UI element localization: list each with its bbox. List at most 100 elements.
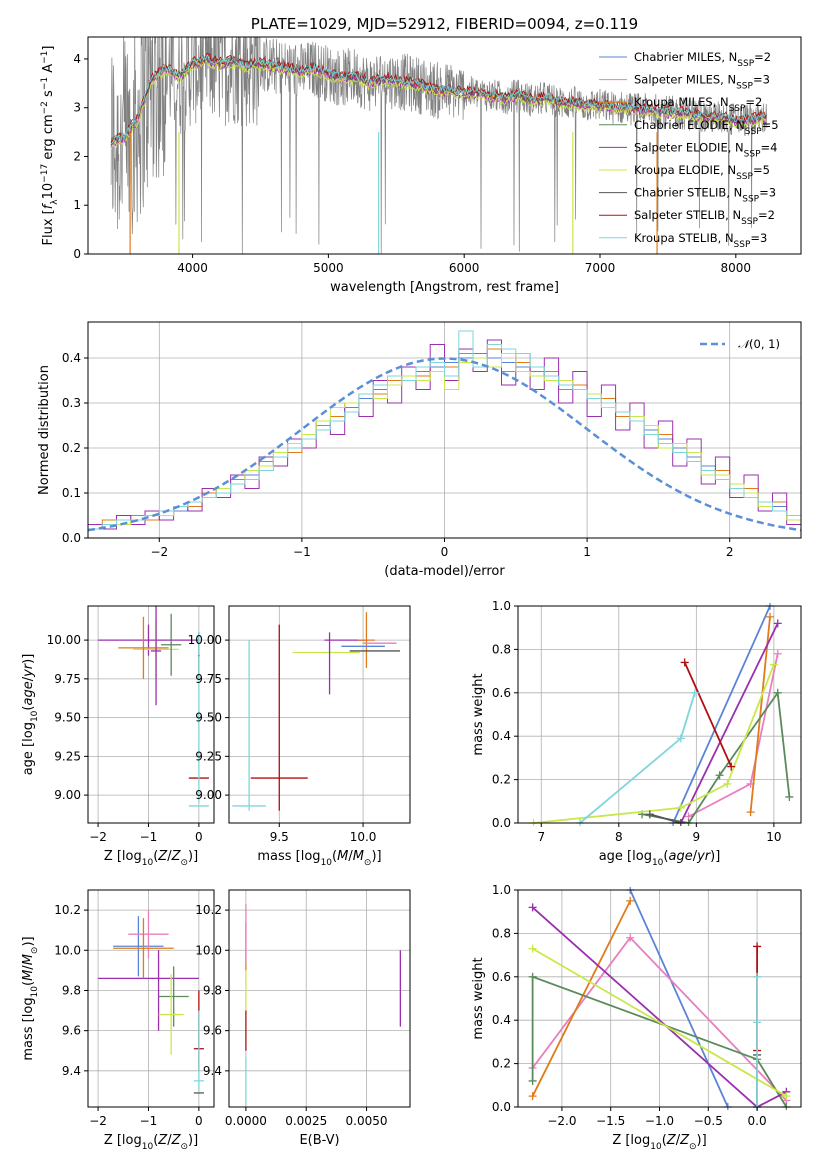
plus-marker	[723, 779, 732, 788]
plus-marker	[773, 619, 782, 628]
x-tick-label: 5000	[313, 261, 344, 275]
mass-weight-line	[532, 947, 787, 1097]
y-tick-label: 9.00	[54, 788, 81, 802]
plus-marker	[676, 803, 685, 812]
y-tick-label: 9.4	[203, 1064, 222, 1078]
axes-frame	[87, 36, 802, 255]
plus-marker	[528, 1076, 537, 1085]
legend-label: Salpeter STELIB, NSSP=2	[634, 208, 775, 227]
observed-spectrum-line	[110, 37, 768, 254]
errorbar-panel: −2 −1 0 9.4 9.6 9.8 10.0 10.2 Z [log10(Z/Z⊙)] mas…	[21, 889, 215, 1152]
x-axis-label: (data-model)/error	[384, 564, 505, 579]
residual-panel: −2 −1 0 1 2 0.0 0.1 0.2 0.3 0.4 (data-model)/error…	[37, 321, 802, 579]
legend-label: Chabrier ELODIE, NSSP=5	[634, 118, 779, 137]
plus-marker	[773, 688, 782, 697]
errorbar-plot-area	[232, 612, 400, 811]
x-tick-label: −2.0	[547, 1114, 576, 1128]
x-tick-label: 6000	[449, 261, 480, 275]
x-tick-label: −0.5	[694, 1114, 723, 1128]
model-spectrum-line	[110, 52, 767, 143]
x-tick-label: 7000	[585, 261, 616, 275]
y-tick-label: 0.2	[492, 773, 511, 787]
y-tick-label: 10.0	[54, 943, 81, 957]
axes-frame	[228, 605, 411, 824]
y-tick-label: 0	[73, 247, 81, 261]
x-tick-label: 0	[195, 1114, 203, 1128]
mass-weight-line	[531, 975, 788, 1108]
mass-weight-plot-area	[528, 887, 791, 1110]
x-tick-label: −1	[140, 1114, 158, 1128]
mass-weight-line	[679, 623, 779, 824]
spectrum-panel: 4000 5000 6000 7000 8000 0 1 2 3 4 PLATE=1029, MJD…	[40, 15, 802, 295]
x-axis-label: Z [log10(Z/Z⊙)]	[612, 1133, 706, 1152]
y-axis-label: Normed distribution	[37, 365, 52, 495]
y-axis-label: mass [log10(M/M⊙)]	[21, 936, 40, 1060]
legend-label: Kroupa ELODIE, NSSP=5	[634, 163, 770, 182]
y-tick-label: 0.6	[492, 970, 511, 984]
x-tick-label: 0.0050	[346, 1114, 388, 1128]
plus-marker	[528, 944, 537, 953]
plus-marker	[528, 972, 537, 981]
x-axis-label: mass [log10(M/M⊙)]	[257, 849, 381, 868]
x-tick-label: −2	[150, 545, 168, 559]
y-tick-label: 3	[73, 101, 81, 115]
mass-weight-line	[672, 605, 771, 824]
model-spectrum-line	[110, 54, 767, 145]
x-tick-label: 10	[766, 830, 781, 844]
mass-weight-plot-area	[529, 603, 794, 826]
y-tick-label: 10.2	[54, 903, 81, 917]
plus-marker	[715, 771, 724, 780]
mass-weight-panel: −2.0 −1.5 −1.0 −0.5 0.0 0.0 0.2 0.4 0.6 0.8 1.0 Z […	[471, 883, 802, 1152]
errorbar-panel: 0.0000 0.0025 0.0050 9.4 9.6 9.8 10.0 10.2 E(B-V…	[195, 889, 411, 1148]
legend-label: Salpeter ELODIE, NSSP=4	[634, 140, 777, 159]
errorbar-panel: 9.5 10.0 9.00 9.25 9.50 9.75 10.00 mass [log10(…	[188, 605, 411, 868]
plus-marker	[753, 1018, 762, 1027]
legend: Chabrier MILES, NSSP=2 Salpeter MILES, NS…	[599, 50, 779, 250]
plus-marker	[765, 612, 774, 621]
x-tick-label: 1	[583, 545, 591, 559]
legend-label: Kroupa STELIB, NSSP=3	[634, 231, 767, 250]
x-tick-label: 0.0025	[285, 1114, 327, 1128]
x-tick-label: −1.0	[645, 1114, 674, 1128]
plus-marker	[690, 688, 699, 697]
mass-weight-line	[533, 664, 775, 824]
errorbar-panel: −2 −1 0 9.00 9.25 9.50 9.75 10.00 Z [log10(Z/Z⊙)…	[21, 605, 215, 868]
y-tick-label: 0.1	[62, 486, 81, 500]
plus-marker	[782, 1092, 791, 1101]
y-tick-label: 9.50	[195, 711, 222, 725]
y-tick-label: 9.8	[62, 983, 81, 997]
errorbar-plot-area	[98, 606, 209, 807]
x-tick-label: −1	[140, 830, 158, 844]
y-tick-label: 9.75	[195, 672, 222, 686]
y-tick-label: 9.6	[62, 1024, 81, 1038]
y-axis-label: Flux [fλ10−17 erg cm−2 s−1 A−1]	[40, 46, 60, 246]
mass-weight-line	[629, 889, 729, 1108]
y-axis-label: mass weight	[471, 957, 486, 1039]
x-tick-label: 0	[195, 830, 203, 844]
y-tick-label: 9.25	[195, 749, 222, 763]
x-tick-label: 7	[537, 830, 545, 844]
chart-title: PLATE=1029, MJD=52912, FIBERID=0094, z=0…	[251, 15, 638, 33]
axes-frame	[87, 889, 215, 1108]
x-tick-label: −2	[89, 830, 107, 844]
spectrum-plot-area	[110, 37, 768, 254]
plus-marker	[626, 896, 635, 905]
x-tick-label: 10.0	[350, 830, 377, 844]
legend-label: 𝒩(0, 1)	[738, 337, 780, 351]
x-tick-label: 2	[726, 545, 734, 559]
mass-weight-line	[531, 900, 632, 1097]
gaussian-curve	[88, 357, 801, 532]
y-axis-label: age [log10(age/yr)]	[21, 654, 40, 776]
histogram-step	[88, 330, 801, 538]
mass-weight-line	[683, 662, 733, 767]
mass-weight-panel: 7 8 9 10 0.0 0.2 0.4 0.6 0.8 1.0 age [log10(age/yr…	[471, 599, 802, 868]
x-tick-label: 0	[441, 545, 449, 559]
y-axis-label: mass weight	[471, 673, 486, 755]
y-tick-label: 10.00	[47, 633, 81, 647]
x-tick-label: −1.5	[596, 1114, 625, 1128]
y-tick-label: 2	[73, 149, 81, 163]
x-axis-label: Z [log10(Z/Z⊙)]	[104, 1133, 198, 1152]
y-tick-label: 0.0	[492, 816, 511, 830]
x-axis-label: wavelength [Angstrom, rest frame]	[330, 280, 559, 295]
